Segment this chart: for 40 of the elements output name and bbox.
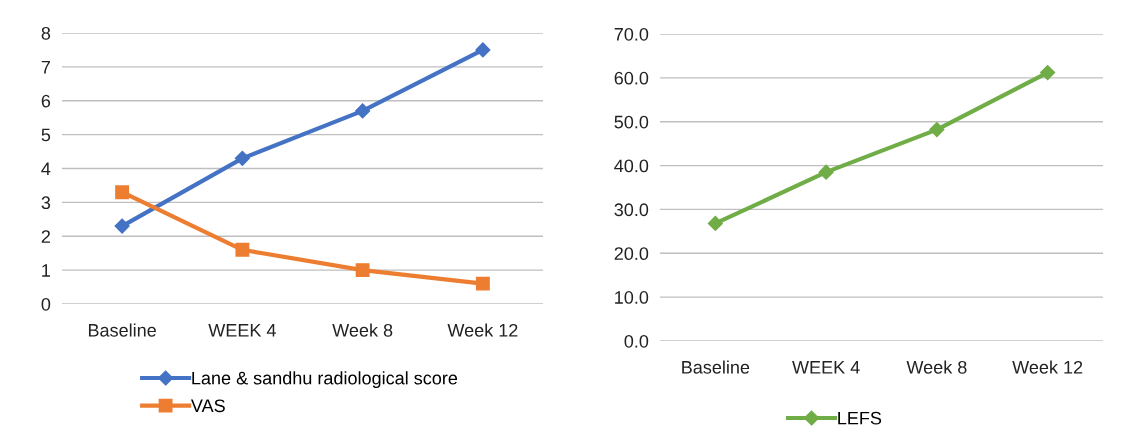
point (818, 164, 834, 180)
point (114, 218, 130, 234)
legend-label: LEFS (838, 411, 882, 425)
point (1040, 65, 1056, 81)
point (707, 215, 723, 232)
y-tick-label: 40.0 (614, 159, 649, 173)
y-tick-label: 3 (41, 196, 51, 210)
x-tick-label: Baseline (682, 360, 750, 374)
point (355, 263, 370, 278)
x-tick-label: WEEK 4 (792, 361, 860, 374)
y-tick-label: 6 (41, 94, 51, 108)
y-tick-label: 50.0 (614, 115, 649, 129)
y-tick-label: 0.0 (624, 334, 649, 348)
y-tick-label: 4 (41, 162, 51, 176)
y-tick-label: 0 (41, 297, 51, 311)
legend-label: VAS (190, 399, 225, 413)
x-tick-label: Week 8 (906, 360, 967, 374)
y-tick-label: 10.0 (615, 291, 649, 304)
y-tick-label: 5 (41, 128, 51, 142)
x-tick-label: Baseline (88, 323, 156, 337)
x-tick-label: Week 8 (332, 323, 393, 337)
y-tick-label: 1 (42, 264, 51, 277)
y-tick-label: 7 (41, 61, 50, 74)
point (234, 150, 250, 166)
point (115, 185, 130, 200)
y-tick-label: 70.0 (614, 27, 649, 41)
y-tick-label: 8 (41, 26, 51, 40)
point (235, 242, 250, 257)
x-tick-label: Week 12 (1012, 360, 1083, 374)
legend-label: Lane & sandhu radiological score (192, 371, 458, 389)
y-tick-label: 60.0 (614, 71, 649, 85)
y-tick-label: 20.0 (614, 247, 649, 261)
y-tick-label: 2 (41, 230, 50, 243)
x-tick-label: Week 12 (447, 323, 518, 337)
point (475, 276, 490, 291)
point (929, 122, 945, 138)
x-tick-label: WEEK 4 (208, 324, 276, 337)
y-tick-label: 30.0 (614, 203, 649, 217)
point (475, 42, 491, 58)
point (355, 103, 371, 119)
